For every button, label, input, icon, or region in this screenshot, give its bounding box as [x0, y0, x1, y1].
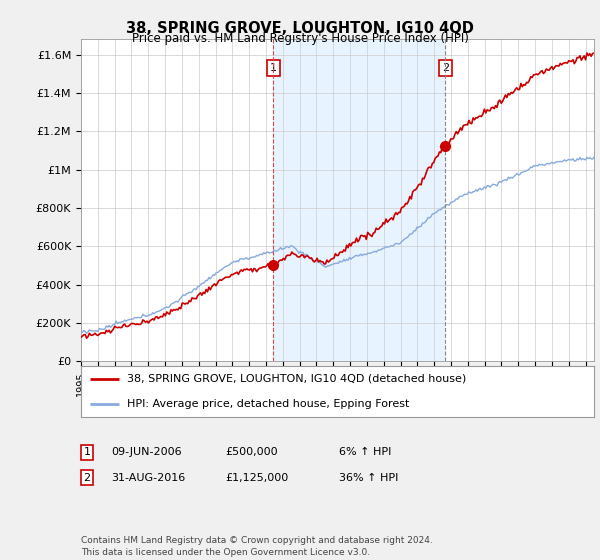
Text: 1: 1: [270, 63, 277, 73]
Text: Price paid vs. HM Land Registry's House Price Index (HPI): Price paid vs. HM Land Registry's House …: [131, 32, 469, 45]
Bar: [274, 39, 445, 361]
Text: 2: 2: [442, 63, 449, 73]
Text: 1: 1: [83, 447, 91, 458]
Text: £500,000: £500,000: [225, 447, 278, 458]
Text: 2: 2: [83, 473, 91, 483]
Text: 09-JUN-2006: 09-JUN-2006: [111, 447, 182, 458]
Text: £1,125,000: £1,125,000: [225, 473, 288, 483]
Text: 6% ↑ HPI: 6% ↑ HPI: [339, 447, 391, 458]
Text: HPI: Average price, detached house, Epping Forest: HPI: Average price, detached house, Eppi…: [127, 399, 410, 409]
Text: 31-AUG-2016: 31-AUG-2016: [111, 473, 185, 483]
Text: Contains HM Land Registry data © Crown copyright and database right 2024.
This d: Contains HM Land Registry data © Crown c…: [81, 536, 433, 557]
Text: 38, SPRING GROVE, LOUGHTON, IG10 4QD: 38, SPRING GROVE, LOUGHTON, IG10 4QD: [126, 21, 474, 36]
Text: 36% ↑ HPI: 36% ↑ HPI: [339, 473, 398, 483]
Text: 38, SPRING GROVE, LOUGHTON, IG10 4QD (detached house): 38, SPRING GROVE, LOUGHTON, IG10 4QD (de…: [127, 374, 466, 384]
